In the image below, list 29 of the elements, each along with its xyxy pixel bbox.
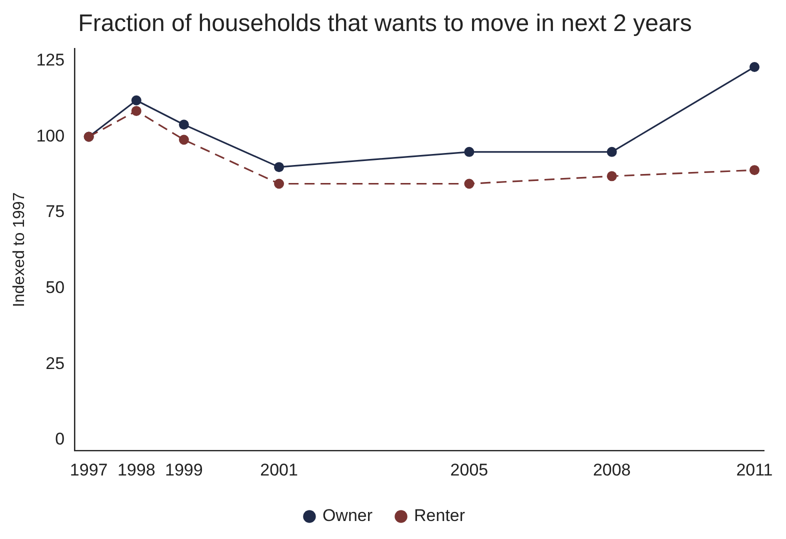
y-tick-label: 25 [46,354,65,373]
y-tick-label: 75 [46,202,65,222]
point [464,146,474,157]
point [131,106,142,116]
legend-label: Owner [322,506,373,526]
x-tick-label: 2011 [736,460,773,480]
y-axis-title: Indexed to 1997 [11,192,28,308]
y-tick-label: 125 [36,50,65,70]
legend-label: Renter [414,506,466,526]
point [178,134,189,145]
point [606,171,617,182]
x-tick-label: 1997 [70,460,108,480]
x-tick-label: 1999 [165,460,203,480]
y-tick-label: 50 [46,278,65,298]
point [274,162,284,172]
point [178,120,189,130]
x-tick-label: 2005 [450,460,488,480]
point [749,165,760,176]
y-tick-label: 0 [55,430,65,449]
x-tick-label: 2008 [592,460,631,480]
point [464,178,474,189]
y-tick-label: 100 [36,126,65,146]
point [606,146,617,157]
point [131,95,142,106]
x-tick-label: 1998 [117,460,156,480]
point [274,178,284,189]
x-tick-label: 2001 [260,460,298,480]
chart-title: Fraction of households that wants to move in next 2 years [78,10,692,38]
point [749,62,760,72]
